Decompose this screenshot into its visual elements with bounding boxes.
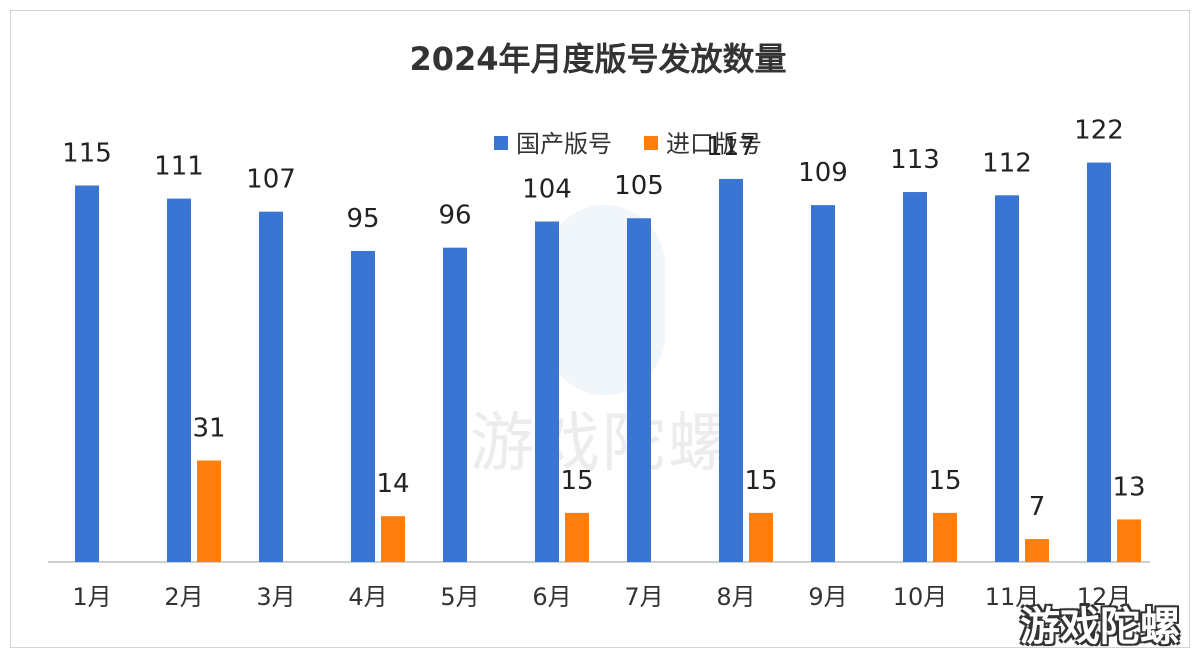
data-labels-group: 115 111 31 107 95 14 96 104 15 105 117 15 109 113 15 11…	[62, 116, 1145, 523]
data-label-domestic-6: 104	[522, 174, 572, 204]
x-tick-7: 7月	[624, 583, 663, 611]
bar-import-6	[565, 512, 589, 562]
bar-domestic-5	[443, 247, 467, 562]
x-tick-1: 1月	[72, 583, 111, 611]
data-label-domestic-12: 122	[1074, 116, 1124, 146]
watermark-corner-text: 游戏陀螺	[1020, 604, 1180, 650]
bar-domestic-4	[351, 250, 375, 563]
data-label-import-2: 31	[192, 414, 225, 444]
watermark-text: 游戏陀螺	[470, 407, 734, 481]
bar-domestic-12	[1087, 162, 1111, 562]
x-tick-3: 3月	[256, 583, 295, 611]
data-label-domestic-4: 95	[346, 204, 379, 234]
legend-swatch-0	[494, 136, 508, 150]
data-label-import-6: 15	[560, 466, 593, 496]
bar-domestic-6	[535, 221, 559, 563]
bar-import-10	[933, 512, 957, 562]
bar-import-4	[381, 516, 405, 562]
legend-swatch-1	[644, 136, 658, 150]
data-label-domestic-5: 96	[438, 201, 471, 231]
bar-import-12	[1117, 519, 1141, 562]
data-label-import-11: 7	[1029, 492, 1046, 522]
x-tick-10: 10月	[893, 583, 948, 611]
data-label-domestic-10: 113	[890, 145, 940, 175]
data-label-domestic-9: 109	[798, 158, 848, 188]
bars-group	[75, 162, 1141, 563]
bar-import-2	[197, 460, 221, 562]
data-label-domestic-1: 115	[62, 138, 112, 168]
data-label-domestic-7: 105	[614, 171, 664, 201]
bar-import-8	[749, 512, 773, 562]
data-label-import-8: 15	[744, 466, 777, 496]
data-label-import-10: 15	[928, 466, 961, 496]
x-tick-4: 4月	[348, 583, 387, 611]
chart-legend: 国产版号 进口版号	[494, 130, 762, 158]
bar-domestic-10	[903, 192, 927, 562]
bar-domestic-7	[627, 218, 651, 562]
data-label-domestic-8: 117	[706, 132, 756, 162]
data-label-import-4: 14	[376, 469, 409, 499]
bar-domestic-11	[995, 195, 1019, 562]
bar-domestic-3	[259, 211, 283, 562]
bar-domestic-1	[75, 185, 99, 562]
bar-domestic-9	[811, 205, 835, 563]
bar-domestic-2	[167, 198, 191, 563]
x-tick-8: 8月	[716, 583, 755, 611]
bar-domestic-8	[719, 178, 743, 562]
data-label-import-12: 13	[1112, 472, 1145, 502]
legend-label-0: 国产版号	[516, 130, 612, 158]
x-tick-12: 12月	[1077, 583, 1132, 611]
data-label-domestic-11: 112	[982, 148, 1032, 178]
data-label-domestic-3: 107	[246, 165, 296, 195]
bar-import-11	[1025, 539, 1049, 562]
x-tick-5: 5月	[440, 583, 479, 611]
x-tick-9: 9月	[808, 583, 847, 611]
x-tick-6: 6月	[532, 583, 571, 611]
x-tick-2: 2月	[164, 583, 203, 611]
data-label-domestic-2: 111	[154, 152, 204, 182]
x-tick-labels-group: 1月 2月 3月 4月 5月 6月 7月 8月 9月 10月 11月 12月	[72, 583, 1131, 611]
chart-title: 2024年月度版号发放数量	[409, 40, 786, 78]
x-tick-11: 11月	[985, 583, 1040, 611]
legend-label-1: 进口版号	[666, 130, 762, 158]
